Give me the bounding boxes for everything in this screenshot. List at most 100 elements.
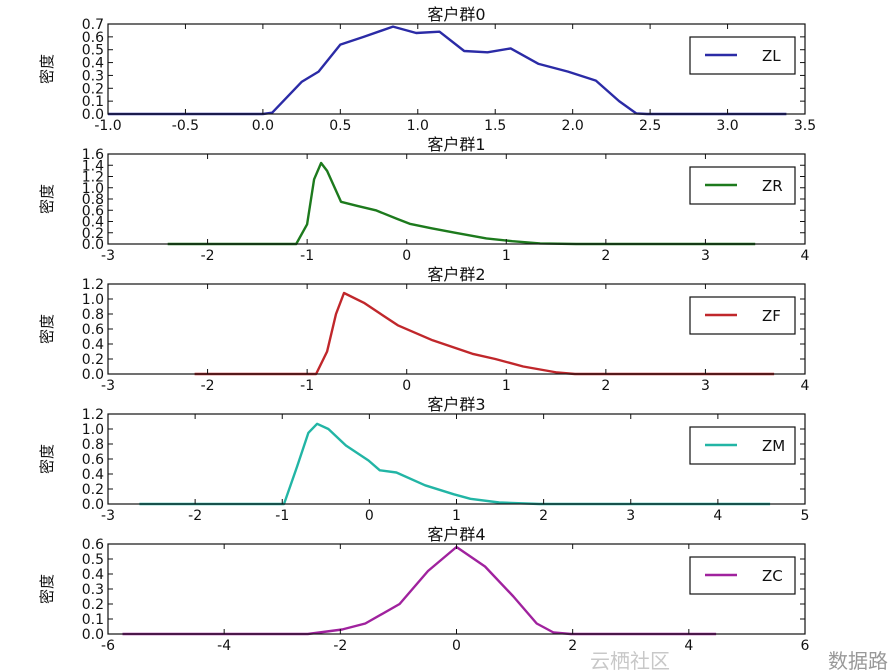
x-tick-label: 4	[713, 508, 722, 524]
x-tick-label: -1	[300, 248, 314, 264]
y-tick-label: 0.2	[82, 226, 104, 242]
watermark-site: 云栖社区	[590, 649, 670, 670]
subplot-4: -6 -4 -2 0 2 4 6 0.00.10.20.30.40.50.6 客户群4 密度 ZC	[38, 525, 810, 654]
y-tick-label: 0.0	[82, 367, 104, 383]
x-tick-label: 0	[365, 508, 374, 524]
y-tick-label: 0.6	[82, 537, 104, 553]
x-tick-label: 2	[601, 378, 610, 394]
x-tick-label: 3	[626, 508, 635, 524]
x-tick-label: 2	[568, 638, 577, 654]
subplot-0: -1.0 -0.5 0.0 0.5 1.0 1.5 2.0 2.5 3.0 3.50.00.10.…	[38, 5, 816, 134]
y-tick-label: 0.6	[82, 30, 104, 46]
x-tick-label: -4	[217, 638, 231, 654]
x-tick-label: -3	[101, 508, 115, 524]
x-tick-label: -0.5	[172, 118, 199, 134]
y-tick-label: 1.0	[82, 422, 104, 438]
x-tick-label: -1	[275, 508, 289, 524]
x-tick-label: 4	[684, 638, 693, 654]
y-tick-label: 0.0	[82, 627, 104, 643]
y-tick-label: 1.4	[82, 158, 104, 174]
y-tick-label: 0.5	[82, 552, 104, 568]
x-tick-label: -2	[333, 638, 347, 654]
y-tick-label: 0.3	[82, 582, 104, 598]
subplot-title: 客户群2	[427, 265, 485, 284]
y-tick-label: 0.6	[82, 452, 104, 468]
x-tick-label: -3	[101, 248, 115, 264]
x-tick-label: -1.0	[94, 118, 121, 134]
y-tick-label: 0.4	[82, 215, 104, 231]
x-tick-label: -6	[101, 638, 115, 654]
y-tick-label: 0.2	[82, 597, 104, 613]
y-tick-label: 0.6	[82, 322, 104, 338]
subplot-title: 客户群3	[427, 395, 485, 414]
y-axis-label: 密度	[38, 314, 56, 344]
y-tick-label: 0.1	[82, 94, 104, 110]
y-axis-label: 密度	[38, 574, 56, 604]
y-tick-label: 0.8	[82, 192, 104, 208]
subplot-2: -3 -2 -1 0 1 2 3 4 0.00.20.40.60.81.01.2 客户群2 密度 ZF	[38, 265, 810, 394]
y-axis-label: 密度	[38, 444, 56, 474]
x-tick-label: -2	[201, 248, 215, 264]
y-tick-label: 0.5	[82, 43, 104, 59]
watermark-brand: 数据路	[828, 649, 888, 670]
y-tick-label: 0.7	[82, 17, 104, 33]
x-tick-label: 3	[701, 248, 710, 264]
y-tick-label: 1.2	[82, 170, 104, 186]
legend: ZM	[689, 426, 796, 465]
x-tick-label: -1	[300, 378, 314, 394]
x-tick-label: 0.5	[329, 118, 351, 134]
y-tick-label: 0.0	[82, 107, 104, 123]
x-tick-label: 1.0	[407, 118, 429, 134]
legend: ZR	[689, 166, 796, 205]
subplot-title: 客户群4	[427, 525, 485, 544]
x-tick-label: -2	[188, 508, 202, 524]
axes-frame	[107, 23, 806, 115]
x-tick-label: 0	[452, 638, 461, 654]
x-tick-label: 1	[502, 248, 511, 264]
x-tick-label: 6	[801, 638, 810, 654]
x-tick-label: 0	[402, 248, 411, 264]
x-tick-label: 1.5	[484, 118, 506, 134]
x-tick-label: 0.0	[252, 118, 274, 134]
y-tick-label: 0.0	[82, 497, 104, 513]
y-tick-label: 0.2	[82, 352, 104, 368]
series-line-ZR	[167, 161, 756, 246]
series-line-ZF	[194, 291, 775, 376]
x-tick-label: 5	[801, 508, 810, 524]
y-tick-label: 0.3	[82, 68, 104, 84]
x-tick-label: -2	[201, 378, 215, 394]
series-line-ZC	[122, 545, 717, 636]
x-tick-label: -3	[101, 378, 115, 394]
series-line-ZL	[108, 25, 787, 116]
y-tick-label: 0.4	[82, 56, 104, 72]
subplot-1: -3 -2 -1 0 1 2 3 4 0.00.20.40.60.81.01.21.41.6 客户…	[38, 135, 810, 264]
x-tick-label: 4	[801, 248, 810, 264]
y-tick-label: 0.0	[82, 237, 104, 253]
y-tick-label: 1.2	[82, 277, 104, 293]
y-axis-label: 密度	[38, 184, 56, 214]
x-tick-label: 3.5	[794, 118, 816, 134]
x-tick-label: 2.5	[639, 118, 661, 134]
legend-label: ZR	[762, 177, 783, 195]
y-tick-label: 0.2	[82, 81, 104, 97]
y-tick-label: 0.4	[82, 467, 104, 483]
y-tick-label: 0.4	[82, 337, 104, 353]
x-tick-label: 2.0	[562, 118, 584, 134]
series-line-ZM	[139, 422, 771, 506]
legend-label: ZM	[762, 437, 785, 455]
legend-label: ZF	[762, 307, 781, 325]
y-tick-label: 0.6	[82, 203, 104, 219]
x-tick-label: 2	[539, 508, 548, 524]
x-tick-label: 2	[601, 248, 610, 264]
legend-label: ZL	[762, 47, 781, 65]
y-tick-label: 1.0	[82, 292, 104, 308]
subplot-title: 客户群0	[427, 5, 485, 24]
y-tick-label: 0.8	[82, 307, 104, 323]
legend: ZF	[689, 296, 796, 335]
y-tick-label: 0.4	[82, 567, 104, 583]
x-tick-label: 3.0	[716, 118, 738, 134]
y-tick-label: 1.2	[82, 407, 104, 423]
x-tick-label: 4	[801, 378, 810, 394]
legend-label: ZC	[762, 567, 783, 585]
